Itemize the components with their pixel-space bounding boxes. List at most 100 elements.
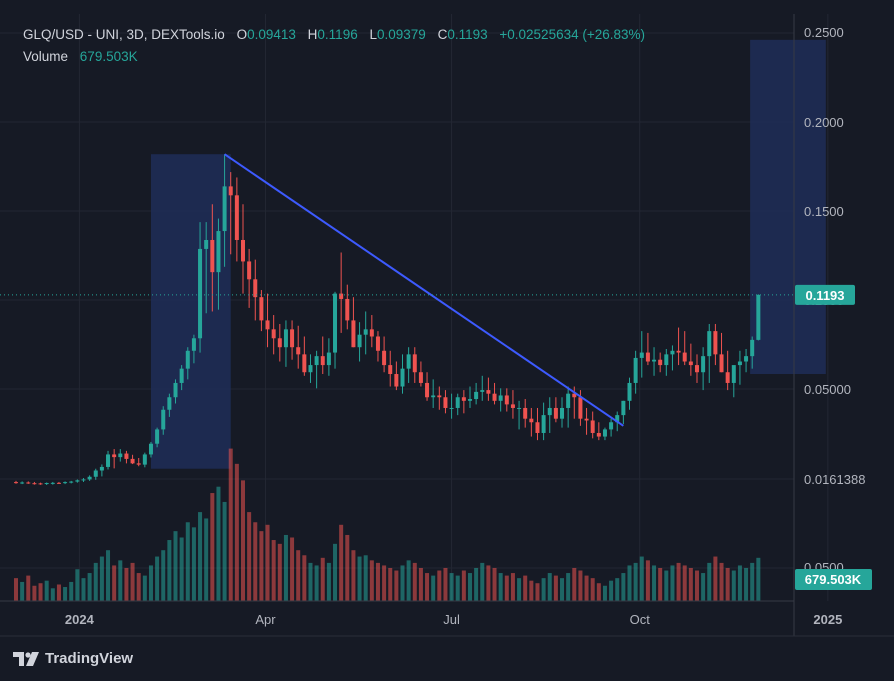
candle-body[interactable]: [179, 368, 184, 383]
candle-body[interactable]: [302, 354, 307, 373]
candle-body[interactable]: [645, 352, 650, 362]
candle-body[interactable]: [247, 261, 252, 280]
candle-body[interactable]: [142, 454, 147, 465]
candle-body[interactable]: [652, 359, 657, 362]
candle-body[interactable]: [290, 329, 295, 348]
candle-body[interactable]: [566, 393, 571, 408]
candle-body[interactable]: [602, 429, 607, 437]
candle-body[interactable]: [418, 372, 423, 383]
candle-body[interactable]: [253, 279, 258, 298]
candle-body[interactable]: [467, 399, 472, 401]
candle-body[interactable]: [443, 397, 448, 408]
candle-body[interactable]: [425, 382, 430, 398]
candle-body[interactable]: [517, 407, 522, 409]
candle-body[interactable]: [400, 368, 405, 387]
candle-body[interactable]: [20, 482, 25, 484]
candle-body[interactable]: [541, 415, 546, 433]
candle-body[interactable]: [99, 466, 104, 471]
highlight-box[interactable]: [750, 39, 826, 375]
candle-body[interactable]: [529, 418, 534, 423]
candle-body[interactable]: [210, 239, 215, 273]
candle-body[interactable]: [670, 350, 675, 355]
candle-body[interactable]: [314, 356, 319, 366]
candle-body[interactable]: [480, 390, 485, 392]
candle-body[interactable]: [388, 365, 393, 375]
candle-body[interactable]: [676, 350, 681, 353]
candle-body[interactable]: [308, 365, 313, 373]
candle-body[interactable]: [682, 352, 687, 362]
candle-body[interactable]: [283, 329, 288, 348]
candle-body[interactable]: [191, 338, 196, 351]
candle-body[interactable]: [240, 239, 245, 262]
candle-body[interactable]: [32, 483, 37, 485]
candle-body[interactable]: [320, 356, 325, 366]
candle-body[interactable]: [664, 354, 669, 366]
candle-body[interactable]: [185, 350, 190, 369]
candle-body[interactable]: [572, 393, 577, 398]
candle-body[interactable]: [271, 329, 276, 339]
candle-body[interactable]: [38, 483, 43, 485]
candle-body[interactable]: [394, 374, 399, 387]
candle-body[interactable]: [277, 338, 282, 348]
candle-body[interactable]: [14, 482, 18, 484]
candle-body[interactable]: [627, 382, 632, 401]
candle-body[interactable]: [204, 239, 209, 249]
candle-body[interactable]: [498, 395, 503, 401]
candle-body[interactable]: [198, 248, 203, 339]
candle-body[interactable]: [106, 454, 111, 467]
candle-body[interactable]: [486, 390, 491, 394]
candle-body[interactable]: [737, 361, 742, 366]
candle-body[interactable]: [130, 458, 135, 464]
candle-body[interactable]: [596, 432, 601, 437]
candle-body[interactable]: [633, 357, 638, 383]
candle-body[interactable]: [375, 336, 380, 351]
candle-body[interactable]: [455, 397, 460, 408]
candle-body[interactable]: [148, 443, 153, 455]
candle-body[interactable]: [382, 350, 387, 366]
candle-body[interactable]: [63, 482, 68, 484]
candle-body[interactable]: [222, 186, 227, 232]
candle-body[interactable]: [731, 365, 736, 383]
candle-body[interactable]: [75, 480, 80, 482]
candle-body[interactable]: [658, 359, 663, 366]
candle-body[interactable]: [701, 356, 706, 373]
candle-body[interactable]: [87, 476, 92, 480]
candle-body[interactable]: [296, 347, 301, 355]
candle-body[interactable]: [369, 329, 374, 337]
candle-body[interactable]: [523, 407, 528, 419]
candle-body[interactable]: [173, 382, 178, 398]
candle-body[interactable]: [694, 365, 699, 373]
candle-body[interactable]: [259, 297, 264, 321]
candle-body[interactable]: [216, 231, 221, 273]
candle-body[interactable]: [578, 397, 583, 419]
candle-body[interactable]: [553, 407, 558, 419]
candle-body[interactable]: [461, 397, 466, 401]
candle-body[interactable]: [26, 482, 31, 484]
candle-body[interactable]: [621, 400, 626, 416]
candle-body[interactable]: [357, 334, 362, 348]
candle-body[interactable]: [756, 294, 761, 340]
candle-body[interactable]: [406, 354, 411, 369]
candle-body[interactable]: [688, 361, 693, 366]
candle-body[interactable]: [590, 420, 595, 433]
candle-body[interactable]: [363, 329, 368, 335]
candle-body[interactable]: [93, 470, 98, 477]
candle-body[interactable]: [639, 352, 644, 358]
candle-body[interactable]: [345, 298, 350, 321]
candle-body[interactable]: [333, 293, 338, 353]
candle-body[interactable]: [431, 395, 436, 398]
trend-line[interactable]: [224, 153, 624, 427]
candle-body[interactable]: [326, 352, 331, 366]
candle-body[interactable]: [167, 397, 172, 410]
candle-body[interactable]: [615, 415, 620, 423]
candle-body[interactable]: [265, 320, 270, 330]
candle-body[interactable]: [339, 293, 344, 299]
candle-body[interactable]: [547, 407, 552, 416]
candle-body[interactable]: [136, 463, 141, 465]
candle-body[interactable]: [124, 453, 129, 459]
candle-body[interactable]: [750, 339, 755, 357]
candle-body[interactable]: [449, 407, 454, 409]
candle-body[interactable]: [504, 395, 509, 405]
candle-body[interactable]: [50, 482, 55, 484]
